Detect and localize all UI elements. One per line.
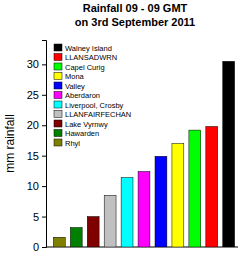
legend-label: Mona [65, 72, 85, 81]
legend-swatch [54, 44, 62, 51]
y-tick: 20 [27, 119, 46, 131]
y-axis-title: mm rainfall [3, 114, 17, 173]
legend-label: LLANSADWRN [65, 53, 117, 62]
y-tick-mark [42, 156, 46, 157]
bar [206, 126, 218, 247]
y-tick-label: 30 [27, 58, 39, 70]
y-tick-mark [42, 217, 46, 218]
legend-swatch [54, 111, 62, 118]
legend-label: Capel Curig [65, 63, 105, 72]
legend-swatch [54, 139, 62, 146]
legend-label: Liverpool, Crosby [65, 101, 124, 110]
bar [104, 195, 116, 247]
y-tick-label: 0 [33, 241, 39, 253]
bars [53, 61, 234, 247]
legend-swatch [54, 82, 62, 89]
bar [70, 228, 82, 247]
legend-swatch [54, 63, 62, 70]
y-tick-label: 10 [27, 180, 39, 192]
legend-label: Valley [65, 82, 85, 91]
subtitle: on 3rd September 2011 [75, 16, 195, 28]
legend-swatch [54, 92, 62, 99]
legend-label: Rhyl [65, 139, 80, 148]
y-tick: 30 [27, 58, 46, 70]
bar [138, 172, 150, 247]
y-tick-mark [42, 64, 46, 65]
bar [223, 61, 235, 247]
legend-swatch [54, 101, 62, 108]
bar [87, 217, 99, 247]
bar [172, 144, 184, 248]
legend-swatch [54, 73, 62, 80]
legend-swatch [54, 120, 62, 127]
y-tick-label: 5 [33, 211, 39, 223]
y-tick-label: 25 [27, 89, 39, 101]
title: Rainfall 09 - 09 GMT [83, 2, 188, 14]
y-axis-line [42, 41, 47, 248]
y-tick-mark [42, 186, 46, 187]
chart: Rainfall 09 - 09 GMT on 3rd September 201… [0, 0, 244, 280]
legend-swatch [54, 130, 62, 137]
legend-label: LLANFAIRFECHAN [65, 110, 131, 119]
y-tick-mark [42, 247, 46, 248]
legend-label: Walney Island [65, 44, 112, 53]
y-tick-label: 20 [27, 119, 39, 131]
legend-label: Aberdaron [65, 91, 100, 100]
legend-label: Hawarden [65, 129, 99, 138]
legend-swatch [54, 54, 62, 61]
legend-label: Lake Vyrnwy [65, 120, 108, 129]
y-tick-label: 15 [27, 150, 39, 162]
bar [189, 130, 201, 247]
y-axis: 0 5 10 15 20 25 30 [27, 41, 47, 254]
y-tick: 0 [33, 241, 46, 253]
bar [121, 178, 133, 247]
legend: Walney IslandLLANSADWRNCapel CurigMonaVa… [54, 44, 131, 148]
y-tick: 10 [27, 180, 46, 192]
y-tick-mark [42, 125, 46, 126]
bar [53, 237, 65, 247]
y-tick: 15 [27, 150, 46, 162]
y-tick: 25 [27, 89, 46, 101]
y-tick-mark [42, 95, 46, 96]
y-tick: 5 [33, 211, 46, 223]
bar [155, 156, 167, 247]
